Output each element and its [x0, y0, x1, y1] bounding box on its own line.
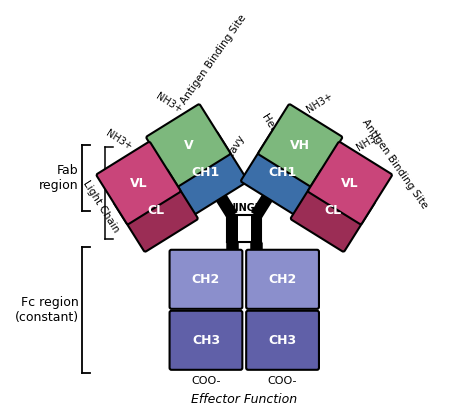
Text: COO-: COO- [268, 375, 297, 386]
Text: Heavy: Heavy [220, 133, 246, 166]
Bar [251, 216, 262, 242]
Text: Fab
region: Fab region [39, 164, 79, 192]
Text: Fc region
(constant): Fc region (constant) [15, 296, 79, 324]
Text: CH2: CH2 [192, 273, 220, 286]
Bar [227, 216, 237, 242]
Text: Heavy Chain: Heavy Chain [260, 111, 304, 173]
Text: HINGE: HINGE [227, 202, 262, 213]
Text: NH3+: NH3+ [305, 91, 335, 115]
Text: Antigen Binding Site: Antigen Binding Site [360, 117, 429, 211]
Text: CH2: CH2 [268, 273, 297, 286]
Text: NH3+: NH3+ [355, 128, 384, 152]
Text: Fv region
(variable): Fv region (variable) [115, 182, 169, 204]
FancyBboxPatch shape [170, 311, 242, 370]
Text: CH1: CH1 [269, 166, 297, 180]
FancyBboxPatch shape [246, 250, 319, 309]
Text: CH3: CH3 [192, 334, 220, 347]
Text: Antigen Binding Site: Antigen Binding Site [179, 13, 248, 106]
FancyBboxPatch shape [241, 132, 325, 214]
FancyBboxPatch shape [114, 169, 198, 252]
FancyBboxPatch shape [308, 142, 392, 224]
FancyBboxPatch shape [258, 104, 342, 187]
Text: CL: CL [324, 204, 341, 217]
Bar [237, 216, 251, 242]
Text: V: V [183, 139, 193, 152]
FancyBboxPatch shape [291, 169, 374, 252]
Text: Effector Function: Effector Function [191, 393, 297, 406]
Text: VL: VL [341, 177, 359, 189]
Text: COO-: COO- [191, 375, 221, 386]
FancyBboxPatch shape [246, 311, 319, 370]
FancyBboxPatch shape [97, 142, 181, 224]
Text: CH3: CH3 [268, 334, 297, 347]
FancyBboxPatch shape [164, 132, 247, 214]
Text: NH3+: NH3+ [104, 128, 134, 152]
Text: VH: VH [290, 139, 310, 152]
Text: Light Chain: Light Chain [81, 178, 121, 234]
Text: VL: VL [130, 177, 147, 189]
FancyBboxPatch shape [170, 250, 242, 309]
Text: NH3+: NH3+ [154, 91, 184, 115]
FancyBboxPatch shape [146, 104, 230, 187]
Text: CH1: CH1 [191, 166, 219, 180]
Text: CL: CL [147, 204, 164, 217]
